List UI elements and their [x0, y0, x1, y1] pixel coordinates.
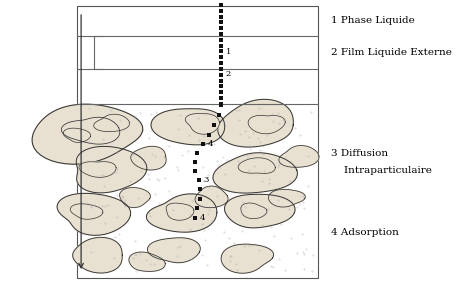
Polygon shape	[62, 117, 120, 144]
Polygon shape	[195, 186, 228, 208]
Polygon shape	[32, 104, 143, 164]
Polygon shape	[238, 158, 275, 174]
Polygon shape	[70, 204, 103, 219]
Polygon shape	[73, 237, 122, 273]
Text: Intraparticulaire: Intraparticulaire	[331, 166, 432, 175]
Polygon shape	[185, 113, 219, 134]
Polygon shape	[79, 162, 116, 178]
Text: 3 Diffusion: 3 Diffusion	[331, 149, 388, 158]
Polygon shape	[57, 193, 130, 235]
Polygon shape	[76, 147, 147, 193]
Polygon shape	[146, 194, 217, 232]
Text: 4 Adsorption: 4 Adsorption	[331, 228, 398, 237]
Text: 3: 3	[204, 176, 209, 184]
Text: 4: 4	[199, 214, 205, 222]
Polygon shape	[166, 203, 194, 220]
Polygon shape	[131, 146, 166, 170]
Polygon shape	[268, 189, 305, 207]
Text: 2 Film Liquide Externe: 2 Film Liquide Externe	[331, 48, 452, 57]
Polygon shape	[218, 99, 293, 147]
Polygon shape	[221, 244, 274, 273]
Polygon shape	[94, 114, 130, 131]
Polygon shape	[151, 109, 225, 145]
Bar	[77, 6, 318, 278]
Polygon shape	[279, 145, 319, 167]
Text: 2: 2	[226, 70, 231, 78]
Polygon shape	[120, 187, 151, 208]
Polygon shape	[129, 252, 165, 272]
Text: 1 Phase Liquide: 1 Phase Liquide	[331, 16, 415, 25]
Text: 4: 4	[208, 140, 213, 148]
Polygon shape	[225, 194, 295, 228]
Polygon shape	[241, 203, 267, 219]
Polygon shape	[213, 153, 297, 193]
Text: 1: 1	[226, 47, 231, 56]
Polygon shape	[147, 238, 200, 263]
Polygon shape	[63, 128, 90, 143]
Polygon shape	[248, 115, 285, 134]
